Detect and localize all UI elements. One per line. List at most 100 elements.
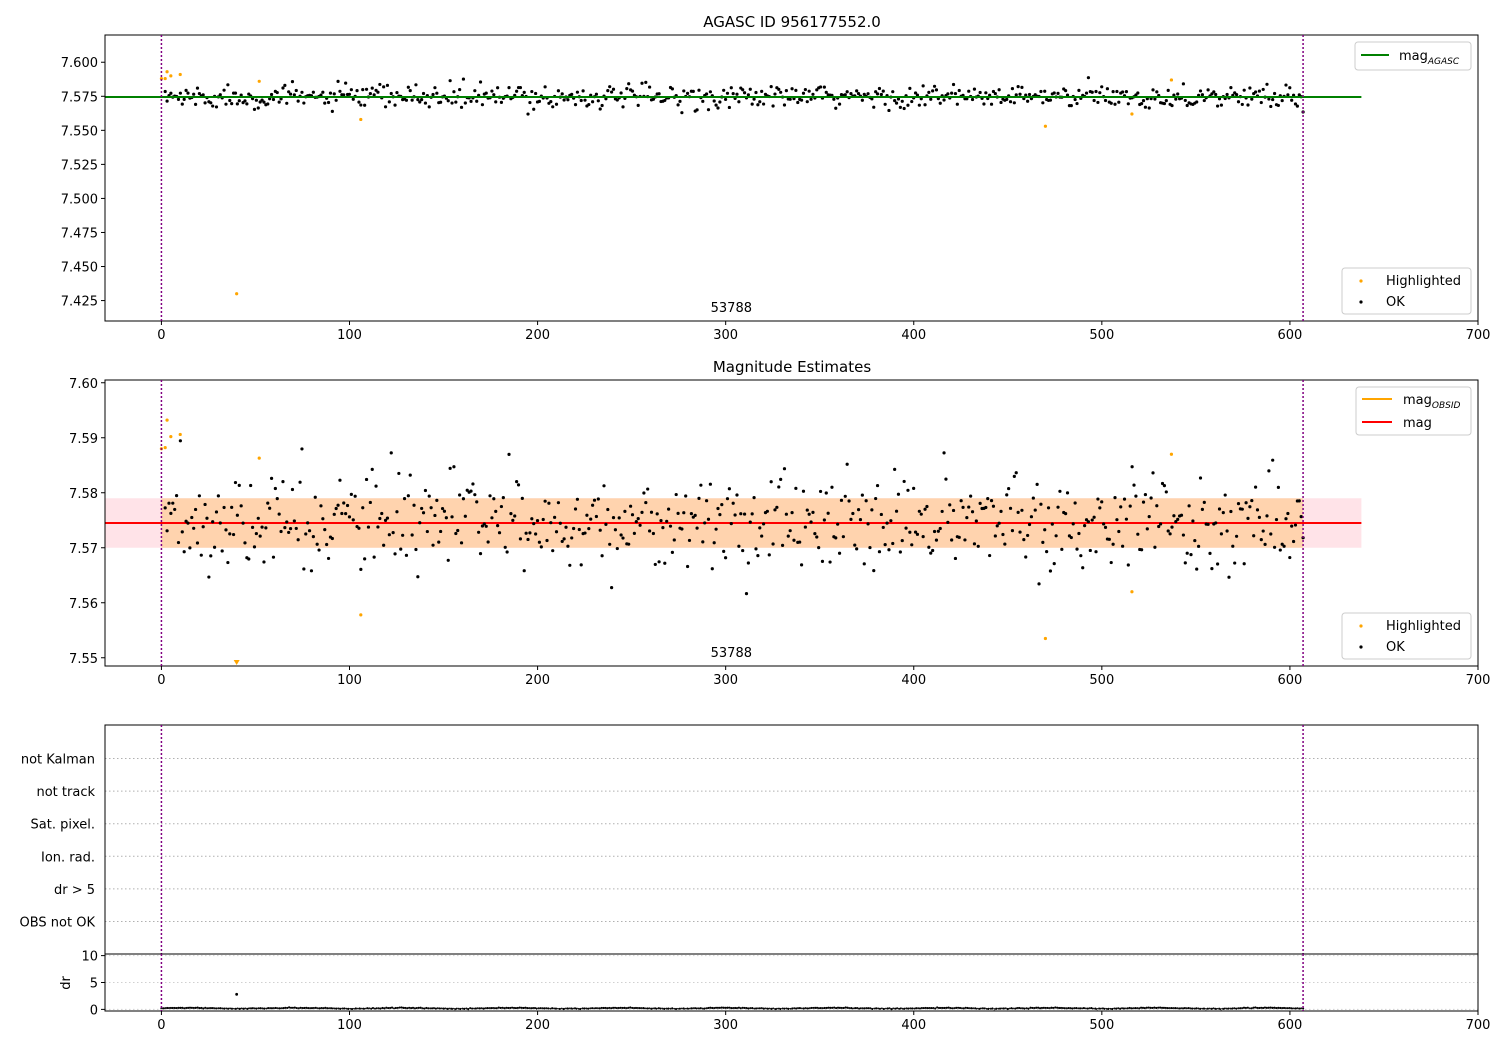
- ok-point: [549, 99, 553, 104]
- dr-point: [1160, 1006, 1164, 1009]
- dr-point: [722, 1006, 725, 1009]
- ok-point: [896, 492, 901, 496]
- ok-point: [676, 511, 680, 515]
- ok-point: [1024, 93, 1028, 97]
- highlighted-point: [159, 76, 164, 81]
- ok-point: [1012, 474, 1016, 479]
- ok-point: [1261, 529, 1265, 533]
- ok-point: [256, 106, 260, 110]
- dr-point: [1281, 1006, 1284, 1010]
- dr-point: [953, 1007, 956, 1010]
- ok-point: [478, 80, 483, 84]
- ok-point: [1075, 547, 1079, 551]
- ok-point: [526, 112, 530, 116]
- ok-point: [596, 497, 600, 501]
- ok-point: [896, 97, 901, 101]
- dr-point: [867, 1007, 870, 1010]
- ok-point: [395, 90, 399, 95]
- legend-highlighted-swatch: [1359, 624, 1363, 628]
- y-tick-label: 7.56: [69, 597, 98, 612]
- ok-point: [815, 88, 819, 92]
- ok-point: [279, 97, 283, 101]
- highlighted-point: [163, 446, 167, 450]
- ok-point: [627, 82, 631, 86]
- ok-point: [710, 567, 714, 571]
- y-tick-label: 7.57: [69, 542, 98, 557]
- ok-point: [558, 521, 562, 525]
- ok-point: [594, 514, 599, 519]
- dr-point: [554, 1007, 558, 1010]
- dr-point: [1073, 1007, 1076, 1010]
- dr-point: [619, 1006, 622, 1009]
- ok-point: [917, 103, 921, 107]
- ok-point: [1170, 103, 1174, 108]
- ok-point: [967, 505, 971, 509]
- ok-point: [682, 89, 686, 93]
- ok-point: [746, 93, 750, 97]
- dr-point: [322, 1007, 325, 1010]
- dr-point: [329, 1007, 333, 1010]
- ok-point: [855, 89, 859, 93]
- ok-point: [281, 86, 285, 90]
- ok-point: [201, 525, 205, 529]
- ok-point: [410, 533, 414, 537]
- ok-point: [706, 108, 711, 112]
- ok-point: [266, 102, 270, 106]
- ok-point: [1014, 93, 1018, 97]
- ok-point: [913, 91, 918, 95]
- ok-point: [275, 496, 279, 501]
- ok-point: [1240, 102, 1244, 107]
- highlighted-point: [359, 117, 363, 122]
- dr-point: [720, 1006, 723, 1009]
- dr-point: [358, 1007, 361, 1010]
- dr-point: [848, 1007, 851, 1010]
- ok-point: [1164, 490, 1168, 494]
- ok-point: [826, 511, 830, 515]
- ok-point: [912, 486, 916, 490]
- ok-point: [794, 486, 798, 490]
- ok-point: [1141, 99, 1146, 103]
- ok-point: [342, 93, 346, 97]
- ok-point: [524, 531, 528, 535]
- dr-point: [522, 1006, 525, 1010]
- ok-point: [587, 526, 591, 531]
- dr-point: [821, 1007, 824, 1010]
- dr-point: [802, 1007, 805, 1010]
- ok-point: [332, 92, 336, 96]
- ok-point: [1155, 90, 1159, 94]
- ok-point: [951, 82, 956, 87]
- ok-point: [357, 526, 361, 530]
- ok-point: [1035, 482, 1039, 486]
- dr-point: [1014, 1007, 1017, 1010]
- ok-point: [822, 85, 826, 89]
- dr-point: [286, 1006, 289, 1010]
- ok-point: [1290, 98, 1294, 102]
- ok-point: [190, 515, 194, 520]
- ok-point: [1103, 98, 1108, 103]
- ok-point: [420, 506, 424, 511]
- ok-point: [967, 89, 971, 93]
- dr-point: [709, 1006, 712, 1009]
- ok-point: [864, 499, 868, 503]
- dr-point: [293, 1006, 296, 1009]
- ok-point: [988, 553, 992, 558]
- dr-point: [295, 1006, 298, 1010]
- dr-point: [1086, 1007, 1089, 1010]
- y-tick-label: 7.55: [69, 652, 98, 667]
- dr-point: [343, 1007, 346, 1010]
- ok-point: [288, 92, 293, 96]
- ok-point: [1155, 504, 1159, 508]
- ok-point: [756, 103, 760, 107]
- ok-point: [573, 103, 578, 107]
- ok-point: [522, 90, 526, 94]
- ok-point: [691, 89, 695, 94]
- dr-point: [173, 1006, 176, 1010]
- ok-point: [760, 89, 764, 93]
- ok-point: [347, 92, 352, 96]
- ok-point: [803, 525, 807, 529]
- dr-point: [446, 1007, 449, 1010]
- ok-point: [769, 85, 773, 89]
- ok-point: [366, 525, 371, 529]
- dr-point: [608, 1006, 611, 1010]
- dr-point: [257, 1007, 260, 1010]
